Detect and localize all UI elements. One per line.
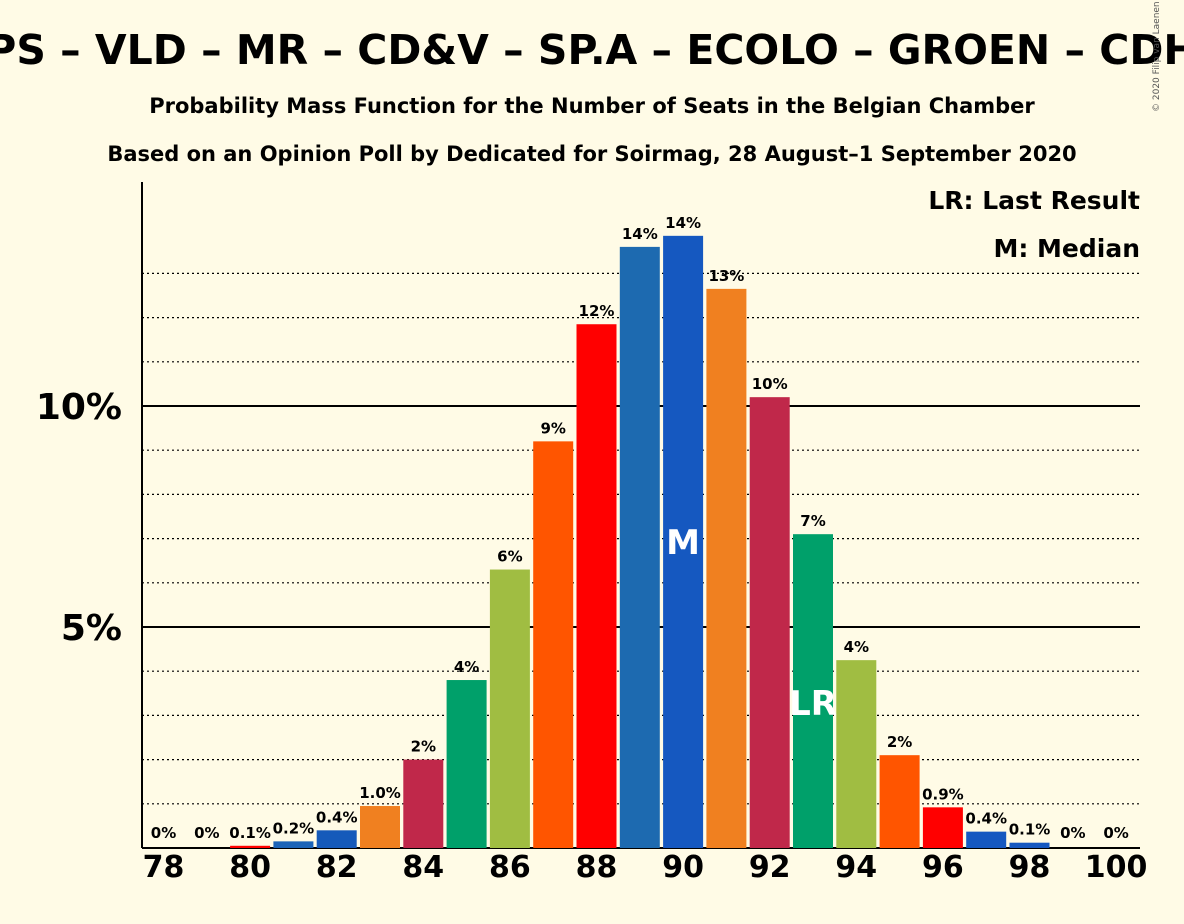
bar-93 [793,534,833,848]
x-tick-label: 82 [316,850,358,885]
data-label-85: 4% [454,658,479,676]
bar-84 [403,759,444,848]
bar-90 [663,235,704,848]
data-label-88: 12% [579,302,615,320]
x-tick-label: 94 [835,850,877,885]
x-tick-label: 86 [489,850,531,885]
data-label-80: 0.1% [229,824,271,842]
chart-subtitle: Probability Mass Function for the Number… [149,94,1035,118]
data-label-98: 0.1% [1009,821,1051,839]
data-label-83: 1.0% [359,784,401,802]
legend-median: M: Median [993,234,1140,263]
data-label-89: 14% [622,225,658,243]
x-tick-label: 90 [662,850,704,885]
x-tick-label: 84 [402,850,444,885]
data-label-99: 0% [1060,824,1085,842]
bars [230,235,1050,849]
bar-80 [230,845,271,848]
chart-subtitle-source: Based on an Opinion Poll by Dedicated fo… [107,142,1076,166]
data-label-86: 6% [497,548,522,566]
last-result-marker: LR [789,684,837,724]
data-label-79: 0% [194,824,219,842]
data-label-87: 9% [540,419,565,437]
median-marker: M [666,523,700,563]
x-tick-label: 98 [1009,850,1051,885]
y-tick-label: 5% [61,608,122,649]
data-label-94: 4% [844,638,869,656]
data-label-95: 2% [887,733,912,751]
data-label-96: 0.9% [922,785,964,803]
x-tick-label: 92 [749,850,791,885]
bar-94 [836,660,877,848]
data-label-100: 0% [1103,824,1128,842]
bar-97 [966,831,1007,848]
data-label-91: 13% [708,267,744,285]
x-tick-label: 88 [576,850,618,885]
bar-88 [576,324,617,849]
legend-last-result: LR: Last Result [928,186,1140,215]
bar-87 [533,441,574,848]
data-label-84: 2% [411,738,436,756]
x-tick-label: 100 [1085,850,1148,885]
data-label-92: 10% [752,375,788,393]
data-label-93: 7% [800,512,825,530]
bar-85 [446,680,487,848]
bar-81 [273,841,314,848]
data-label-78: 0% [151,824,176,842]
bar-96 [922,807,963,848]
data-label-81: 0.2% [273,819,315,837]
bar-89 [619,246,660,848]
bar-91 [706,288,747,848]
data-label-90: 14% [665,214,701,232]
chart-title: PS – VLD – MR – CD&V – SP.A – ECOLO – GR… [0,26,1184,74]
bar-98 [1009,842,1050,848]
bar-83 [360,806,400,848]
x-tick-label: 78 [143,850,185,885]
x-tick-label: 96 [922,850,964,885]
x-tick-label: 80 [229,850,271,885]
data-label-82: 0.4% [316,808,358,826]
gridlines: 5% 10% [36,272,1140,805]
bar-95 [879,755,920,848]
bar-82 [316,830,357,848]
data-labels: 0% 0% 0.1% 0.2%0.4%1.0%2%4%6%9%12%14%14%13%… [151,214,1129,842]
y-tick-label: 10% [36,387,122,428]
axis-ticks: 78 80 82 84 86 88 90 92 94 96 98 100 [143,850,1148,885]
data-label-97: 0.4% [965,810,1007,828]
bar-92 [749,397,790,848]
bar-86 [489,569,530,848]
copyright-note: © 2020 Filip van Laenen [1152,1,1162,112]
